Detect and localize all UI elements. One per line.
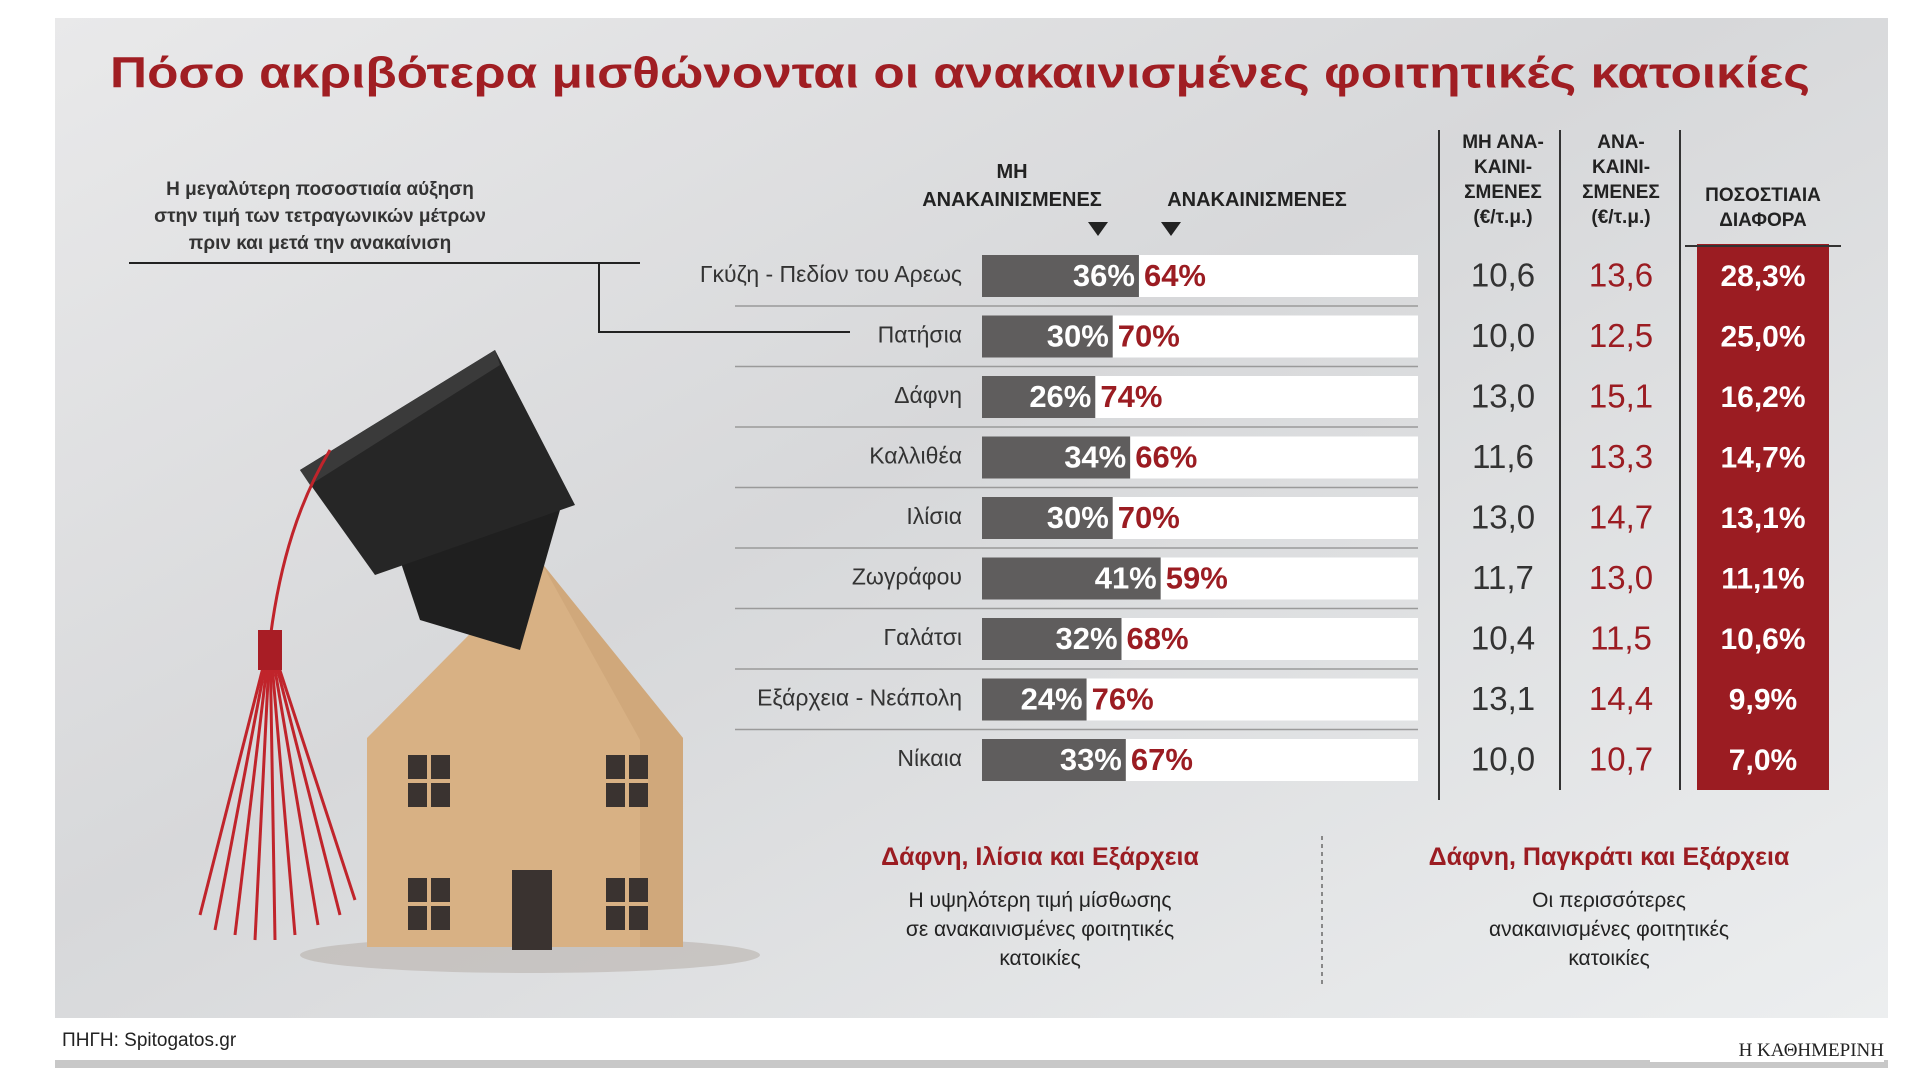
legend-arrows <box>1088 222 1181 236</box>
category-label: Γκύζη - Πεδίον του Αρεως <box>700 261 962 287</box>
bar-segment <box>982 376 1096 418</box>
bar-segment <box>1121 618 1418 660</box>
table-value: 10,0 <box>1471 317 1535 354</box>
bar-segment <box>982 315 1113 358</box>
note-title: Δάφνη, Παγκράτι και Εξάρχεια <box>1428 843 1790 871</box>
bar-segment <box>1112 315 1418 358</box>
bar-segment <box>1160 557 1418 600</box>
table-value: 10,7 <box>1589 741 1653 778</box>
note-text: Η υψηλότερη τιμή μίσθωσης σε ανακαινισμέ… <box>905 889 1175 970</box>
value-label: 30% <box>1047 500 1109 535</box>
value-label: 34% <box>1064 440 1126 475</box>
value-label: 32% <box>1055 621 1117 656</box>
table-value: 13,1 <box>1471 680 1535 717</box>
legend-entry: ΑΝΑΚΑΙΝΙΣΜΕΝΕΣ <box>1167 189 1347 211</box>
table-value: 10,6% <box>1720 623 1805 656</box>
legend-entry: ΜΗ ΑΝΑΚΑΙΝΙΣΜΕΝΕΣ <box>922 161 1102 211</box>
table-value: 11,5 <box>1590 620 1652 657</box>
table-value: 13,0 <box>1589 559 1653 596</box>
category-label: Εξάρχεια - Νεάπολη <box>757 685 962 711</box>
table-value: 7,0% <box>1729 744 1797 777</box>
value-label: 64% <box>1144 258 1206 293</box>
column-header: ΠΟΣΟΣΤΙΑΙΑ ΔΙΑΦΟΡΑ <box>1705 185 1821 231</box>
column-header: ΜΗ ΑΝΑ- ΚΑΙΝΙ- ΣΜΕΝΕΣ (€/τ.μ.) <box>1462 132 1544 228</box>
bar-segment <box>1138 255 1418 297</box>
category-label: Ιλίσια <box>906 503 962 529</box>
table-value: 15,1 <box>1589 378 1653 415</box>
annotation: Η μεγαλύτερη ποσοστιαία αύξηση στην τιμή… <box>154 179 486 254</box>
value-label: 33% <box>1060 742 1122 777</box>
category-label: Δάφνη <box>894 382 962 408</box>
bar-segment <box>1112 497 1418 539</box>
table-value: 10,0 <box>1471 741 1535 778</box>
table-value: 9,9% <box>1729 683 1797 716</box>
bar-segment <box>982 497 1113 539</box>
table-value: 14,4 <box>1589 680 1653 717</box>
table-value: 12,5 <box>1589 317 1653 354</box>
note-title: Δάφνη, Ιλίσια και Εξάρχεια <box>881 843 1199 871</box>
bar-segment <box>982 678 1087 721</box>
footer-rule <box>55 1060 1888 1068</box>
table-value: 11,7 <box>1472 559 1534 596</box>
table-value: 11,1% <box>1721 562 1804 595</box>
category-label: Γαλάτσι <box>884 624 962 650</box>
house-illustration <box>198 350 760 973</box>
column-header: ΑΝΑ- ΚΑΙΝΙ- ΣΜΕΝΕΣ (€/τ.μ.) <box>1582 132 1660 228</box>
category-label: Νίκαια <box>897 745 962 771</box>
table-value: 16,2% <box>1720 381 1805 414</box>
value-label: 59% <box>1166 561 1228 596</box>
value-label: 24% <box>1021 682 1083 717</box>
value-label: 66% <box>1135 440 1197 475</box>
table-value: 28,3% <box>1720 260 1805 293</box>
bar-segment <box>982 739 1126 781</box>
category-label: Πατήσια <box>878 322 962 348</box>
table-value: 13,0 <box>1471 499 1535 536</box>
source: ΠΗΓΗ: Spitogatos.gr <box>62 1030 237 1051</box>
bar-segment <box>1086 678 1418 721</box>
table-value: 13,6 <box>1589 257 1653 294</box>
table-value: 13,3 <box>1589 438 1653 475</box>
table-value: 14,7 <box>1589 499 1653 536</box>
brand: Η ΚΑΘΗΜΕΡΙΝΗ <box>1650 1040 1884 1062</box>
value-label: 36% <box>1073 258 1135 293</box>
note-text: Οι περισσότερες ανακαινισμένες φοιτητικέ… <box>1488 889 1730 970</box>
table-value: 25,0% <box>1720 320 1805 353</box>
bar-segment <box>1125 739 1418 781</box>
value-label: 68% <box>1127 621 1189 656</box>
value-label: 70% <box>1118 500 1180 535</box>
category-label: Καλλιθέα <box>869 443 962 469</box>
value-label: 70% <box>1118 319 1180 354</box>
bar-segment <box>982 618 1122 660</box>
table-value: 13,0 <box>1471 378 1535 415</box>
value-label: 41% <box>1095 561 1157 596</box>
bar-segment <box>982 557 1161 600</box>
value-label: 30% <box>1047 319 1109 354</box>
table-value: 13,1% <box>1720 502 1805 535</box>
bar-segment <box>1130 436 1418 479</box>
bar-segment <box>982 255 1139 297</box>
value-label: 26% <box>1029 379 1091 414</box>
table-value: 14,7% <box>1720 441 1805 474</box>
bar-segment <box>1095 376 1418 418</box>
table-value: 11,6 <box>1472 438 1534 475</box>
annotation-connector <box>129 262 850 333</box>
value-label: 74% <box>1100 379 1162 414</box>
table-value: 10,6 <box>1471 257 1535 294</box>
bar-segment <box>982 436 1131 479</box>
value-label: 76% <box>1092 682 1154 717</box>
category-label: Ζωγράφου <box>852 564 962 590</box>
table-value: 10,4 <box>1471 620 1535 657</box>
highlight-column <box>1697 244 1829 790</box>
value-label: 67% <box>1131 742 1193 777</box>
chart-title: Πόσο ακριβότερα μισθώνονται οι ανακαινισ… <box>110 49 1810 98</box>
